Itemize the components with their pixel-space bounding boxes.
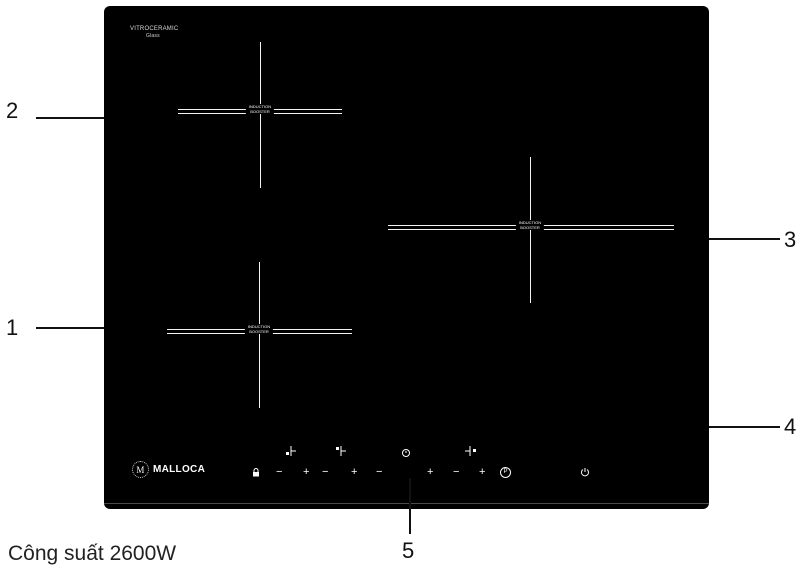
zone-3-minus-button[interactable]: − — [453, 466, 460, 478]
lock-icon[interactable] — [252, 468, 260, 477]
callout-2: 2 — [6, 98, 19, 123]
glass-label-text: VITROCERAMIC — [130, 26, 179, 32]
power-icon[interactable] — [580, 467, 590, 477]
callout-line-4 — [672, 426, 780, 428]
glass-sublabel-text: Glass — [146, 33, 160, 39]
callout-4: 4 — [784, 414, 797, 439]
callout-1: 1 — [6, 315, 19, 340]
callout-line-5 — [409, 478, 411, 534]
zone-1-indicator-icon — [286, 446, 296, 456]
timer-minus-button[interactable]: − — [376, 466, 383, 478]
zone-3-label: INDUCTION BOOSTER — [515, 220, 545, 230]
callout-line-2 — [36, 117, 138, 119]
power-caption: Công suất 2600W — [8, 542, 177, 565]
pause-button[interactable]: P — [500, 467, 511, 478]
zone-2-indicator-icon — [336, 446, 346, 456]
timer-plus-button[interactable]: + — [427, 466, 434, 478]
zone-2-minus-button[interactable]: − — [322, 466, 329, 478]
zone-1-label: INDUCTION BOOSTER — [244, 324, 274, 334]
timer-indicator-icon — [402, 449, 410, 457]
brand-logo: M MALLOCA — [132, 461, 205, 478]
zone-3-indicator-icon — [465, 446, 476, 456]
callout-line-1 — [36, 327, 138, 329]
cooking-zone-2: INDUCTION BOOSTER — [178, 42, 342, 188]
callout-3: 3 — [784, 227, 797, 252]
cooking-zone-1: INDUCTION BOOSTER — [167, 262, 352, 408]
cooktop-edge — [104, 503, 709, 504]
zone-1-plus-button[interactable]: + — [303, 466, 310, 478]
brand-name: MALLOCA — [153, 464, 206, 475]
cooking-zone-3: INDUCTION BOOSTER — [388, 157, 674, 303]
zone-3-plus-button[interactable]: + — [479, 466, 486, 478]
zone-2-plus-button[interactable]: + — [351, 466, 358, 478]
zone-2-label: INDUCTION BOOSTER — [245, 104, 275, 114]
callout-line-3 — [672, 238, 780, 240]
glass-label: VITROCERAMIC Glass — [130, 26, 178, 40]
induction-cooktop: VITROCERAMIC Glass INDUCTION BOOSTER INDU… — [104, 6, 709, 509]
callout-5: 5 — [402, 538, 415, 563]
brand-emblem: M — [132, 461, 149, 478]
zone-1-minus-button[interactable]: − — [276, 466, 283, 478]
